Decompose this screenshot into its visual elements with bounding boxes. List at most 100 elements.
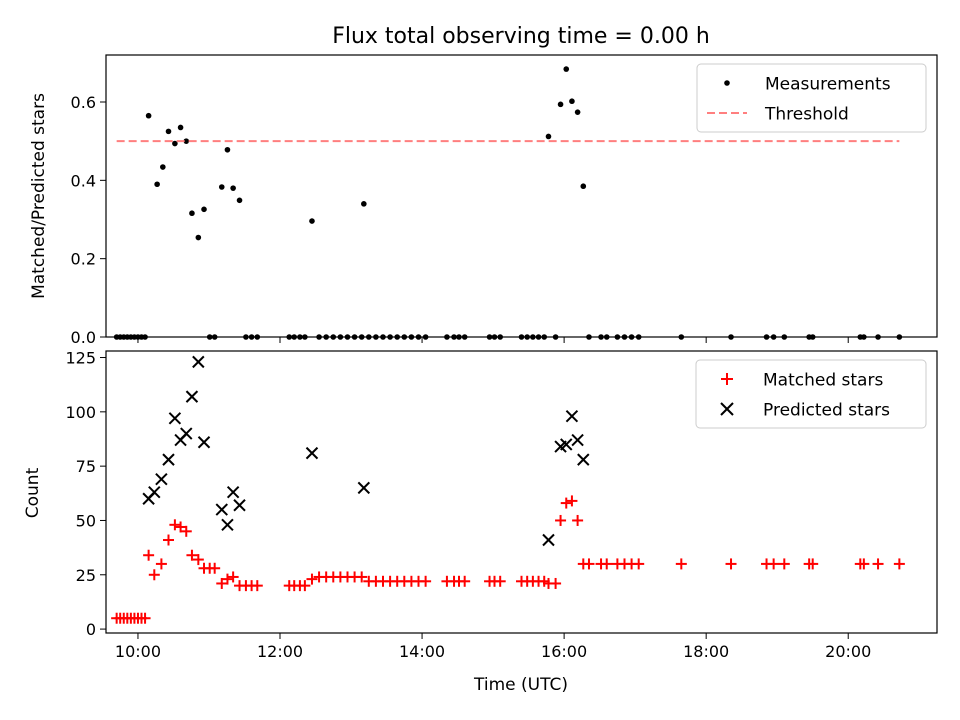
matched-star-point (633, 558, 645, 570)
count-legend-box (695, 359, 927, 429)
matched-star-point (169, 519, 181, 531)
y-tick-label: 0.6 (71, 93, 96, 112)
matched-star-point (221, 573, 233, 585)
matched-star-point (725, 558, 737, 570)
predicted-star-point (168, 412, 182, 425)
matched-star-point (143, 549, 155, 561)
legend-threshold-label: Threshold (764, 105, 849, 125)
legend-measurements-label: Measurements (765, 75, 891, 95)
measurement-point (195, 234, 202, 241)
measurement-point (201, 206, 207, 213)
legend-matched-label: Matched stars (763, 371, 883, 391)
matched-star-point (139, 612, 151, 624)
matched-star-point (420, 575, 432, 587)
measurement-point (172, 140, 178, 147)
measurement-point (145, 112, 152, 119)
matched-star-point (459, 575, 471, 587)
matched-star-point (572, 514, 584, 526)
predicted-star-point (565, 409, 579, 423)
y-tick-label: 0 (86, 620, 96, 639)
predicted-star-point (233, 499, 246, 512)
ratio-panel: 0.0 0.2 0.4 0.6 Matched/Predicted stars Mea… (29, 54, 938, 347)
predicted-star-point (577, 453, 590, 466)
count-marks (111, 355, 905, 624)
ratio-y-axis-label: Matched/Predicted stars (29, 93, 49, 299)
matched-star-point (494, 575, 506, 587)
y-tick-label: 50 (76, 511, 96, 530)
predicted-star-point (357, 481, 371, 495)
measurement-point (580, 183, 587, 190)
predicted-star-point (560, 438, 573, 451)
matched-star-point (299, 580, 311, 592)
matched-star-point (778, 558, 790, 570)
predicted-star-point (155, 472, 168, 486)
measurement-point (236, 197, 243, 204)
count-axes: 10:00 12:00 14:00 16:00 18:00 20:00 0 25 50 75 100… (65, 349, 871, 661)
y-tick-label: 100 (65, 403, 96, 422)
predicted-star-point (226, 486, 240, 499)
y-tick-label: 0.4 (71, 171, 96, 190)
x-tick-label: 14:00 (399, 642, 445, 661)
matched-star-point (858, 558, 870, 570)
matched-star-point (555, 514, 567, 526)
predicted-star-point (192, 355, 205, 369)
measurement-point (183, 138, 190, 144)
matched-star-point (872, 558, 884, 570)
matched-star-point (356, 571, 368, 583)
measurement-point (177, 124, 184, 131)
legend-matched-marker (721, 373, 733, 385)
measurement-point (189, 210, 195, 217)
matched-star-point (550, 577, 562, 589)
predicted-star-point (221, 518, 234, 532)
y-tick-label: 75 (76, 457, 96, 476)
x-tick-label: 18:00 (683, 642, 729, 661)
x-tick-label: 20:00 (825, 642, 871, 661)
predicted-star-point (571, 433, 584, 447)
measurement-point (154, 181, 160, 188)
count-y-axis-label: Count (23, 467, 43, 518)
y-tick-label: 25 (76, 566, 96, 585)
measurement-point (574, 109, 581, 115)
figure-title: Flux total observing time = 0.00 h (332, 24, 710, 49)
matched-star-point (251, 580, 263, 592)
ratio-legend: Measurements Threshold (696, 63, 927, 133)
matched-star-point (155, 558, 167, 570)
matched-star-point (560, 497, 572, 509)
matched-star-point (583, 558, 595, 570)
ratio-legend-box (696, 63, 927, 133)
ratio-axes-frame (105, 54, 938, 338)
predicted-star-point (542, 533, 555, 547)
measurement-point (165, 128, 172, 135)
matched-star-point (768, 558, 780, 570)
y-tick-label: 125 (65, 349, 96, 368)
predicted-star-point (185, 390, 199, 403)
ratio-axes: 0.0 0.2 0.4 0.6 (71, 93, 849, 347)
count-panel: 10:00 12:00 14:00 16:00 18:00 20:00 0 25 50 75 100… (23, 349, 938, 695)
legend-predicted-label: Predicted stars (763, 401, 890, 421)
matched-star-point (566, 495, 578, 507)
measurement-point (361, 201, 367, 207)
predicted-star-point (305, 446, 319, 460)
measurement-point (160, 164, 166, 170)
y-tick-label: 0.0 (71, 328, 96, 347)
measurement-point (563, 66, 570, 72)
matched-star-point (192, 554, 204, 566)
x-tick-label: 12:00 (257, 642, 303, 661)
legend-measurements-marker (724, 80, 730, 86)
measurement-point (224, 146, 231, 153)
matched-star-point (601, 558, 613, 570)
measurement-point (309, 218, 315, 224)
matched-star-point (306, 573, 318, 585)
matched-star-point (227, 571, 239, 583)
count-x-axis-label: Time (UTC) (473, 675, 568, 695)
matched-star-point (175, 521, 187, 533)
matched-star-point (209, 562, 221, 574)
matched-star-point (186, 549, 198, 561)
matched-star-point (893, 558, 905, 570)
matched-star-point (180, 525, 192, 537)
predicted-star-point (148, 486, 161, 499)
predicted-star-point (197, 436, 211, 449)
predicted-star-point (180, 427, 193, 440)
matched-star-point (163, 534, 175, 546)
